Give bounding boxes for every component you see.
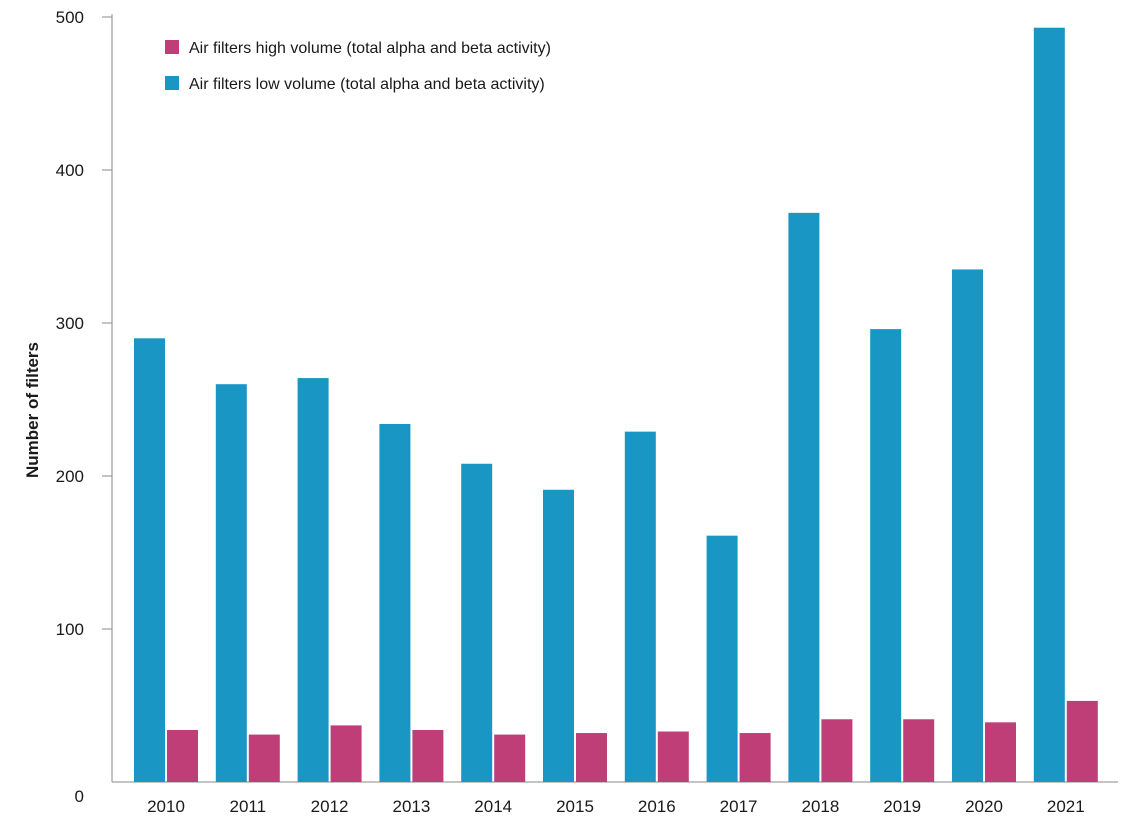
bar-low-volume-2021 [1033, 27, 1065, 782]
bar-low-volume-2012 [297, 378, 329, 782]
x-axis: 2010 2011 2012 2013 2014 2015 2016 2017 2018 2019… [112, 781, 1118, 816]
bar-low-volume-2014 [461, 463, 493, 782]
legend: Air filters high volume (total alpha and… [165, 40, 551, 93]
x-tick-label: 2011 [230, 797, 267, 816]
bar-high-volume-2018 [821, 719, 853, 782]
legend-swatch [165, 40, 179, 54]
legend-label: Air filters low volume (total alpha and … [189, 76, 545, 93]
bar-low-volume-2019 [870, 329, 902, 782]
legend-label: Air filters high volume (total alpha and… [189, 40, 551, 57]
bar-low-volume-2018 [788, 212, 820, 783]
x-tick-label: 2021 [1047, 797, 1085, 816]
bar-high-volume-2021 [1066, 700, 1098, 782]
y-axis-title: Number of filters [23, 342, 42, 478]
x-tick-label: 2019 [883, 797, 921, 816]
y-tick-label: 200 [56, 467, 84, 486]
bar-high-volume-2017 [739, 733, 771, 782]
bar-low-volume-2011 [215, 384, 247, 782]
x-tick-label: 2012 [311, 797, 349, 816]
bar-low-volume-2013 [379, 423, 411, 782]
bar-high-volume-2019 [903, 719, 935, 782]
bar-low-volume-2015 [543, 489, 574, 782]
x-tick-label: 2016 [638, 797, 676, 816]
y-axis: 0 100 200 300 400 500 [56, 8, 113, 806]
x-tick-label: 2017 [720, 797, 758, 816]
x-tick-label: 2020 [965, 797, 1003, 816]
bar-high-volume-2014 [494, 734, 526, 782]
bar-low-volume-2017 [706, 535, 738, 782]
legend-swatch [165, 76, 179, 90]
bar-high-volume-2010 [167, 729, 198, 782]
y-tick-label: 0 [75, 787, 84, 806]
y-tick-label: 500 [56, 8, 84, 27]
bar-high-volume-2011 [248, 734, 280, 782]
bar-high-volume-2013 [412, 729, 444, 782]
x-tick-label: 2018 [801, 797, 839, 816]
x-tick-label: 2010 [147, 797, 185, 816]
bar-low-volume-2010 [134, 338, 165, 782]
bar-high-volume-2015 [576, 733, 607, 782]
x-tick-label: 2015 [556, 797, 594, 816]
bar-high-volume-2012 [330, 725, 362, 782]
bar-low-volume-2020 [952, 269, 983, 782]
bar-high-volume-2020 [985, 722, 1016, 782]
y-tick-label: 400 [56, 161, 84, 180]
y-tick-label: 300 [56, 314, 84, 333]
y-tick-label: 100 [56, 620, 84, 639]
bars [134, 27, 1098, 783]
bar-high-volume-2016 [657, 731, 689, 782]
bar-low-volume-2016 [624, 431, 656, 782]
x-tick-label: 2014 [474, 797, 512, 816]
x-tick-label: 2013 [392, 797, 430, 816]
